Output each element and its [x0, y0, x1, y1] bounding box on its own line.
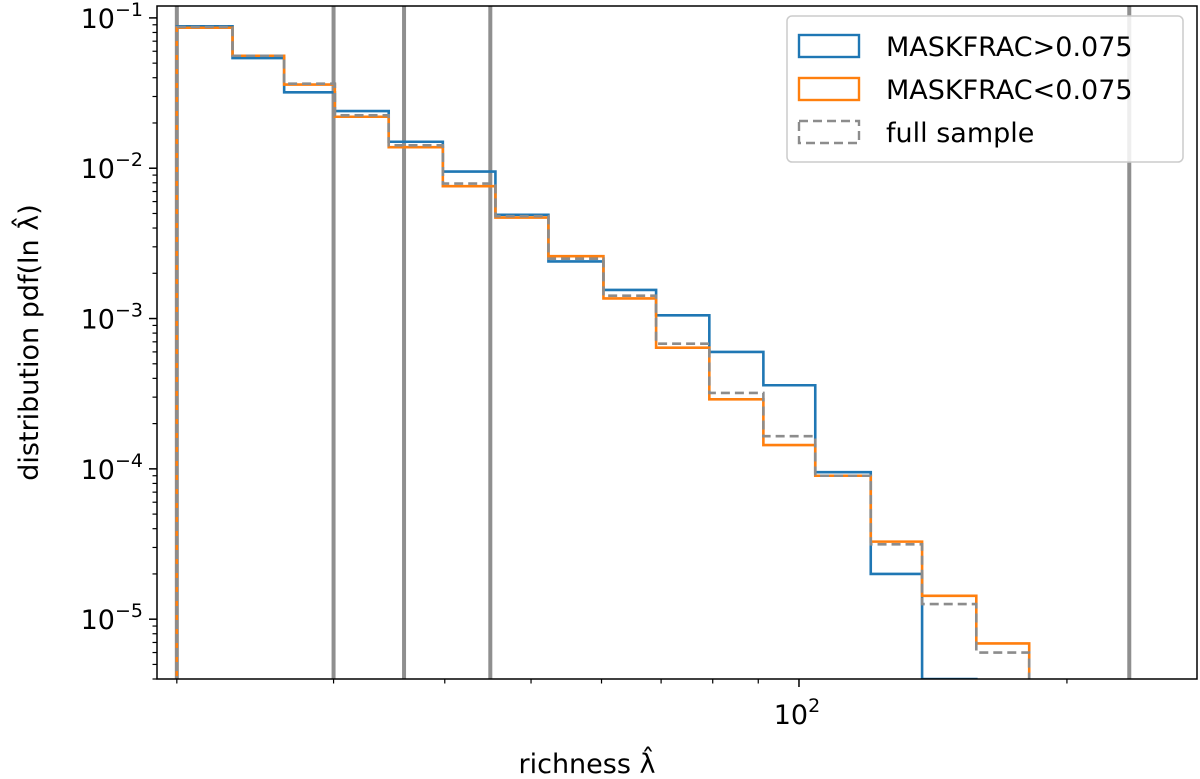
- legend: MASKFRAC>0.075 MASKFRAC<0.075 full sample: [786, 15, 1184, 163]
- legend-label: MASKFRAC>0.075: [886, 32, 1133, 63]
- legend-swatch: [797, 76, 861, 102]
- series-step-line: [175, 25, 1031, 679]
- y-tick-label: 10−1: [81, 0, 143, 35]
- plot-frame: [156, 5, 1198, 680]
- y-tick-label: 10−3: [81, 300, 143, 336]
- legend-label: MASKFRAC<0.075: [886, 75, 1133, 106]
- legend-swatch: [797, 119, 861, 145]
- legend-box: [786, 15, 1184, 163]
- y-tick-label: 10−5: [81, 600, 143, 636]
- x-axis-label: richness λ̂: [519, 746, 656, 779]
- x-tick-label: 102: [774, 695, 820, 731]
- y-tick-label: 10−2: [81, 149, 143, 185]
- y-tick-label: 10−4: [81, 450, 143, 486]
- legend-swatch: [797, 33, 861, 59]
- series-step-line: [175, 24, 978, 679]
- y-axis-label: distribution pdf(ln λ̂): [11, 204, 45, 480]
- legend-label: full sample: [886, 118, 1034, 149]
